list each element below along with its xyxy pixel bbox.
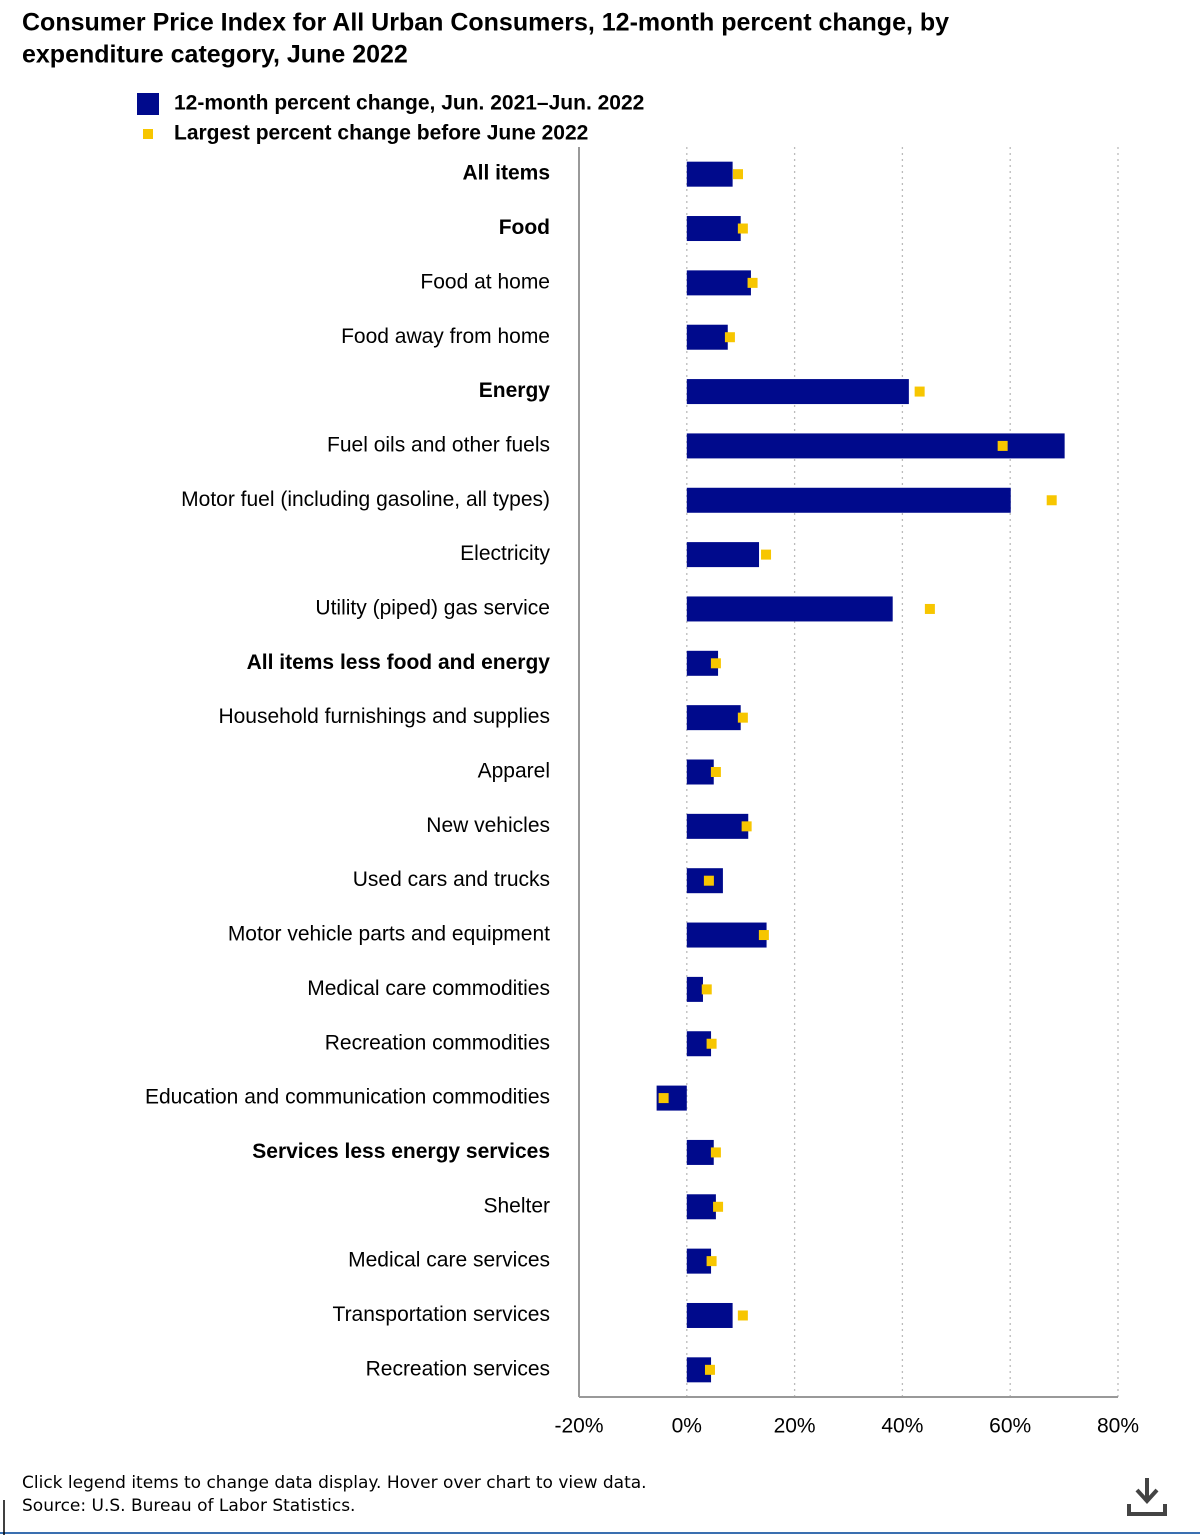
y-tick-label: Education and communication commodities	[145, 1086, 550, 1109]
marker	[710, 767, 721, 777]
marker	[706, 1256, 717, 1267]
y-tick-label: Apparel	[478, 760, 550, 783]
legend-label: Largest percent change before June 2022	[174, 122, 588, 145]
chart-title: Consumer Price Index for All Urban Consu…	[22, 9, 949, 37]
x-tick-label: 20%	[774, 1415, 816, 1438]
bar	[686, 1194, 716, 1220]
bar	[686, 487, 1011, 513]
bar	[686, 976, 703, 1002]
marker	[747, 277, 758, 288]
y-tick-label: Used cars and trucks	[353, 868, 550, 891]
bar	[686, 161, 733, 187]
marker	[733, 169, 744, 180]
bar	[686, 542, 760, 568]
bar	[686, 1139, 714, 1165]
bar	[686, 596, 893, 622]
marker	[701, 984, 712, 995]
legend-swatch	[137, 93, 159, 115]
y-tick-label: Transportation services	[333, 1303, 550, 1326]
bar	[686, 922, 767, 948]
marker	[704, 1364, 715, 1375]
y-tick-label: Motor vehicle parts and equipment	[228, 923, 550, 946]
y-tick-label: All items less food and energy	[247, 651, 551, 674]
y-tick-label: Utility (piped) gas service	[315, 597, 550, 620]
y-tick-label: Household furnishings and supplies	[218, 705, 550, 728]
bar	[686, 1302, 733, 1328]
bar	[686, 324, 728, 350]
marker	[710, 658, 721, 669]
bar	[686, 216, 741, 242]
y-tick-label: All items	[462, 162, 550, 185]
marker	[758, 930, 769, 941]
marker	[737, 1310, 748, 1321]
marker	[761, 549, 772, 560]
y-tick-label: Electricity	[460, 542, 550, 565]
bar	[686, 759, 714, 785]
x-tick-label: 60%	[989, 1415, 1031, 1438]
marker	[737, 712, 748, 723]
source: Source: U.S. Bureau of Labor Statistics.	[22, 1496, 355, 1516]
marker	[703, 875, 714, 886]
y-tick-label: Recreation commodities	[325, 1031, 550, 1054]
bar	[686, 813, 749, 839]
marker	[914, 386, 925, 397]
y-tick-label: Shelter	[483, 1194, 550, 1217]
bar	[686, 379, 909, 405]
marker	[997, 440, 1008, 451]
legend-label: 12-month percent change, Jun. 2021–Jun. …	[174, 92, 644, 115]
bar	[686, 270, 751, 296]
y-tick-label: Motor fuel (including gasoline, all type…	[181, 488, 550, 511]
marker	[710, 1147, 721, 1158]
legend-swatch	[143, 129, 153, 139]
y-tick-label: Food at home	[420, 270, 550, 293]
y-tick-label: Fuel oils and other fuels	[327, 433, 550, 456]
y-tick-label: Energy	[479, 379, 551, 402]
marker	[658, 1093, 669, 1104]
marker	[713, 1201, 724, 1212]
y-tick-label: Medical care commodities	[307, 977, 550, 1000]
marker	[924, 603, 935, 614]
note: Click legend items to change data displa…	[22, 1473, 647, 1493]
x-tick-label: 40%	[881, 1415, 923, 1438]
marker	[706, 1038, 717, 1049]
x-tick-label: 80%	[1097, 1415, 1139, 1438]
bar	[686, 705, 741, 731]
y-tick-label: Recreation services	[366, 1357, 550, 1380]
bar	[686, 433, 1065, 459]
marker	[724, 332, 735, 343]
y-tick-label: Medical care services	[348, 1249, 550, 1272]
x-tick-label: 0%	[672, 1415, 702, 1438]
marker	[1046, 495, 1057, 506]
download-icon[interactable]	[1127, 1478, 1167, 1516]
y-tick-label: Food away from home	[341, 325, 550, 348]
marker	[737, 223, 748, 234]
chart-title-line2: expenditure category, June 2022	[22, 41, 408, 69]
y-tick-label: New vehicles	[426, 814, 550, 837]
y-tick-label: Services less energy services	[252, 1140, 550, 1163]
x-tick-label: -20%	[554, 1415, 603, 1438]
y-tick-label: Food	[499, 216, 550, 239]
marker	[741, 821, 752, 832]
